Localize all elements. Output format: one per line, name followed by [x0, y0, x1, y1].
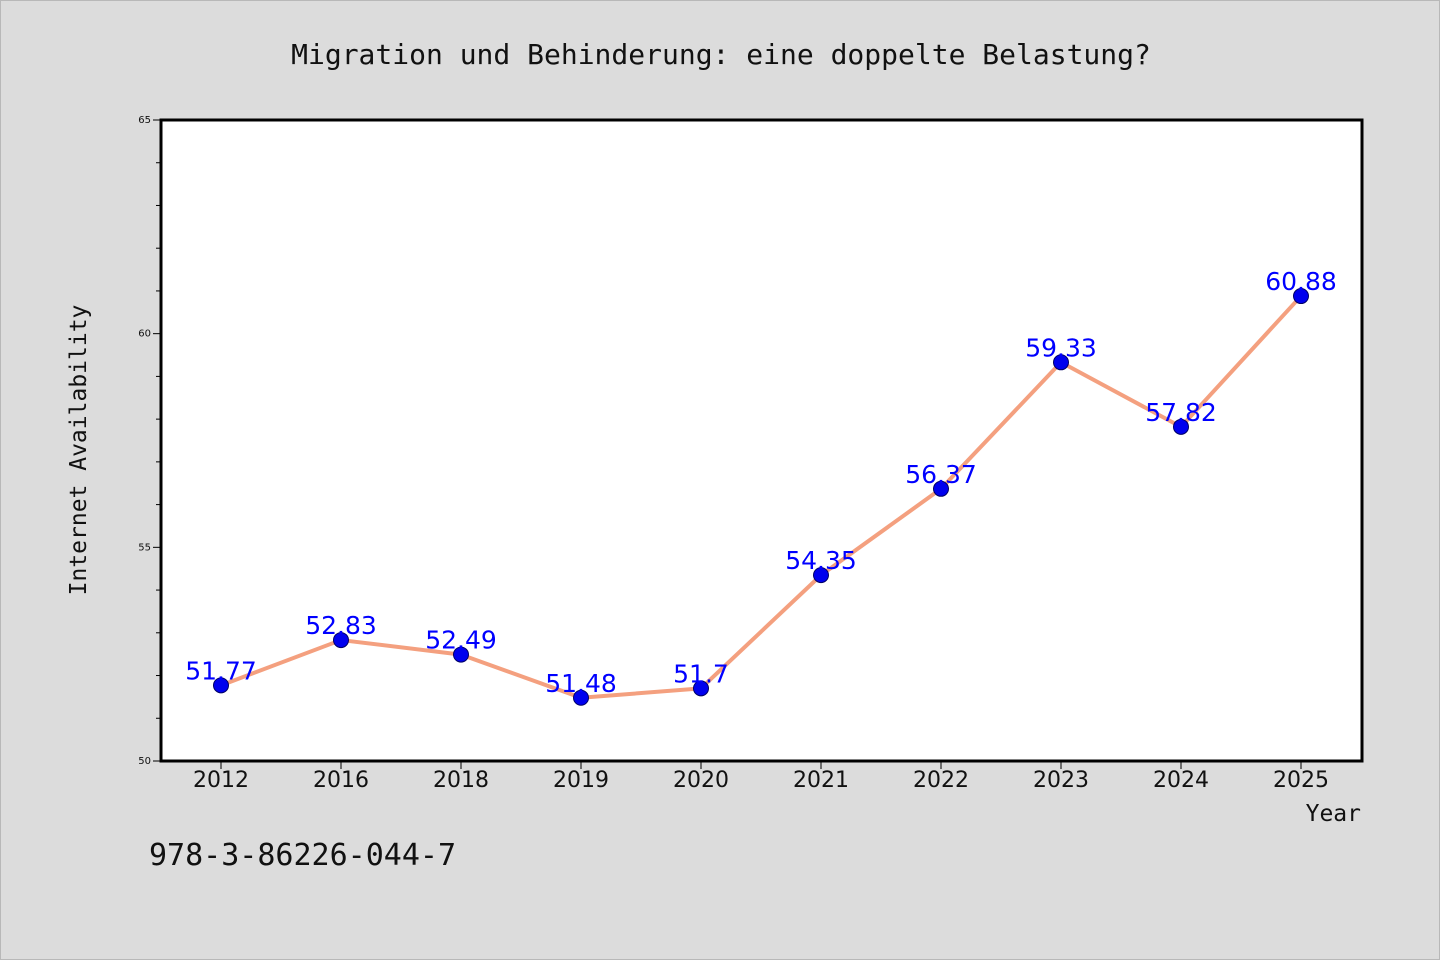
x-tick-label: 2021 — [793, 768, 849, 793]
y-tick-label: 55 — [138, 542, 151, 553]
x-tick-label: 2022 — [913, 768, 969, 793]
data-label: 60.88 — [1265, 267, 1337, 296]
data-label: 52.49 — [425, 626, 497, 655]
y-tick-label: 50 — [138, 756, 151, 767]
data-point — [333, 632, 349, 649]
series-line — [219, 294, 1303, 700]
data-point — [573, 689, 589, 706]
data-label: 54.35 — [785, 546, 857, 575]
y-tick-label: 65 — [138, 115, 151, 126]
x-tick-label: 2018 — [433, 768, 489, 793]
data-point — [1053, 354, 1069, 371]
data-point — [213, 677, 229, 694]
data-point — [933, 480, 949, 497]
y-axis-label: Internet Availability — [66, 305, 92, 596]
series-layer: 51.77 52.83 52.49 51.48 51.7 54.35 56.37 59.33 5… — [185, 267, 1337, 706]
data-point — [453, 646, 469, 663]
data-label: 51.7 — [673, 659, 729, 688]
x-tick-label: 2012 — [193, 768, 249, 793]
x-tick-label: 2023 — [1033, 768, 1089, 793]
x-axis-label: Year — [1306, 801, 1361, 827]
data-label: 56.37 — [905, 460, 977, 489]
data-point — [1173, 418, 1189, 435]
isbn-note: 978-3-86226-044-7 — [149, 838, 456, 873]
x-tick-label: 2016 — [313, 768, 369, 793]
y-axis-ticks: 50 55 60 65 — [138, 115, 161, 767]
chart-title: Migration und Behinderung: eine doppelte… — [291, 38, 1151, 71]
data-point — [813, 567, 829, 584]
data-label: 51.48 — [545, 669, 617, 698]
data-label: 57.82 — [1145, 398, 1217, 427]
x-tick-label: 2020 — [673, 768, 729, 793]
data-point — [1293, 288, 1309, 305]
data-label: 51.77 — [185, 656, 257, 685]
plot-area — [159, 118, 1364, 763]
x-axis-ticks: 2012 2016 2018 2019 2020 2021 2022 2023 2024 2025 — [193, 761, 1329, 793]
x-tick-label: 2019 — [553, 768, 609, 793]
y-tick-label: 60 — [138, 329, 151, 340]
data-point — [693, 680, 709, 697]
data-label: 52.83 — [305, 611, 377, 640]
x-tick-label: 2025 — [1273, 768, 1329, 793]
x-tick-label: 2024 — [1153, 768, 1209, 793]
data-label: 59.33 — [1025, 333, 1097, 362]
